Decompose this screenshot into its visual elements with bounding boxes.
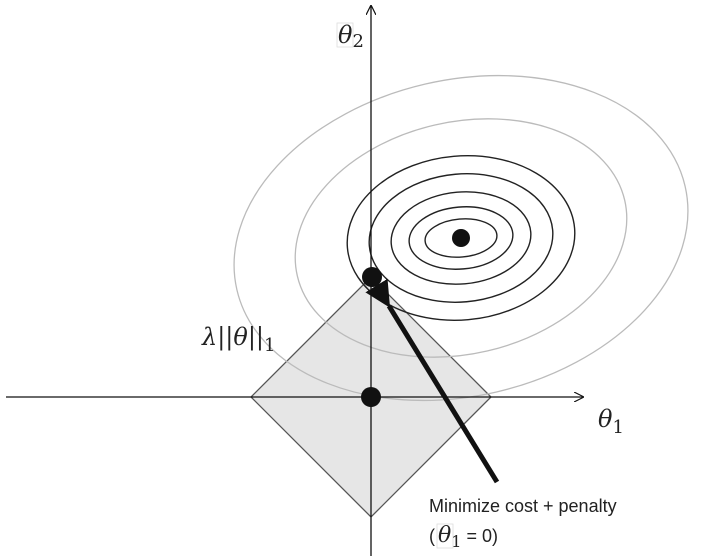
lambda-symbol: λ — [201, 323, 217, 351]
theta1-subscript: 1 — [612, 417, 623, 438]
svg-text:λ||θ||1: λ||θ||1 — [201, 323, 275, 356]
norm-close: || — [248, 323, 264, 352]
unconstrained-minimum-point — [452, 229, 470, 247]
annotation-line-1: Minimize cost + penalty — [429, 496, 617, 516]
origin-point — [361, 387, 381, 407]
penalty-subscript: 1 — [264, 335, 275, 356]
constrained-optimum-point — [362, 267, 382, 287]
theta2-axis-label: θ2 — [337, 21, 364, 52]
annotation-theta-subscript: 1 — [451, 532, 461, 551]
theta1-symbol: θ — [598, 405, 613, 433]
svg-text:θ1: θ1 — [598, 405, 624, 438]
annotation-theta-symbol: θ — [438, 523, 451, 548]
theta2-symbol: θ — [338, 21, 353, 49]
annotation-equals-zero: = 0) — [461, 526, 498, 546]
svg-text:θ2: θ2 — [338, 21, 364, 52]
theta2-subscript: 2 — [352, 31, 363, 52]
norm-open: || — [217, 323, 233, 352]
annotation-open-paren: ( — [429, 526, 435, 546]
penalty-theta-symbol: θ — [233, 323, 248, 351]
svg-text:(θ1 = 0): (θ1 = 0) — [429, 523, 498, 551]
annotation-text: Minimize cost + penalty (θ1 = 0) — [429, 496, 617, 551]
theta1-axis-label: θ1 — [598, 405, 624, 438]
penalty-label: λ||θ||1 — [201, 323, 275, 356]
